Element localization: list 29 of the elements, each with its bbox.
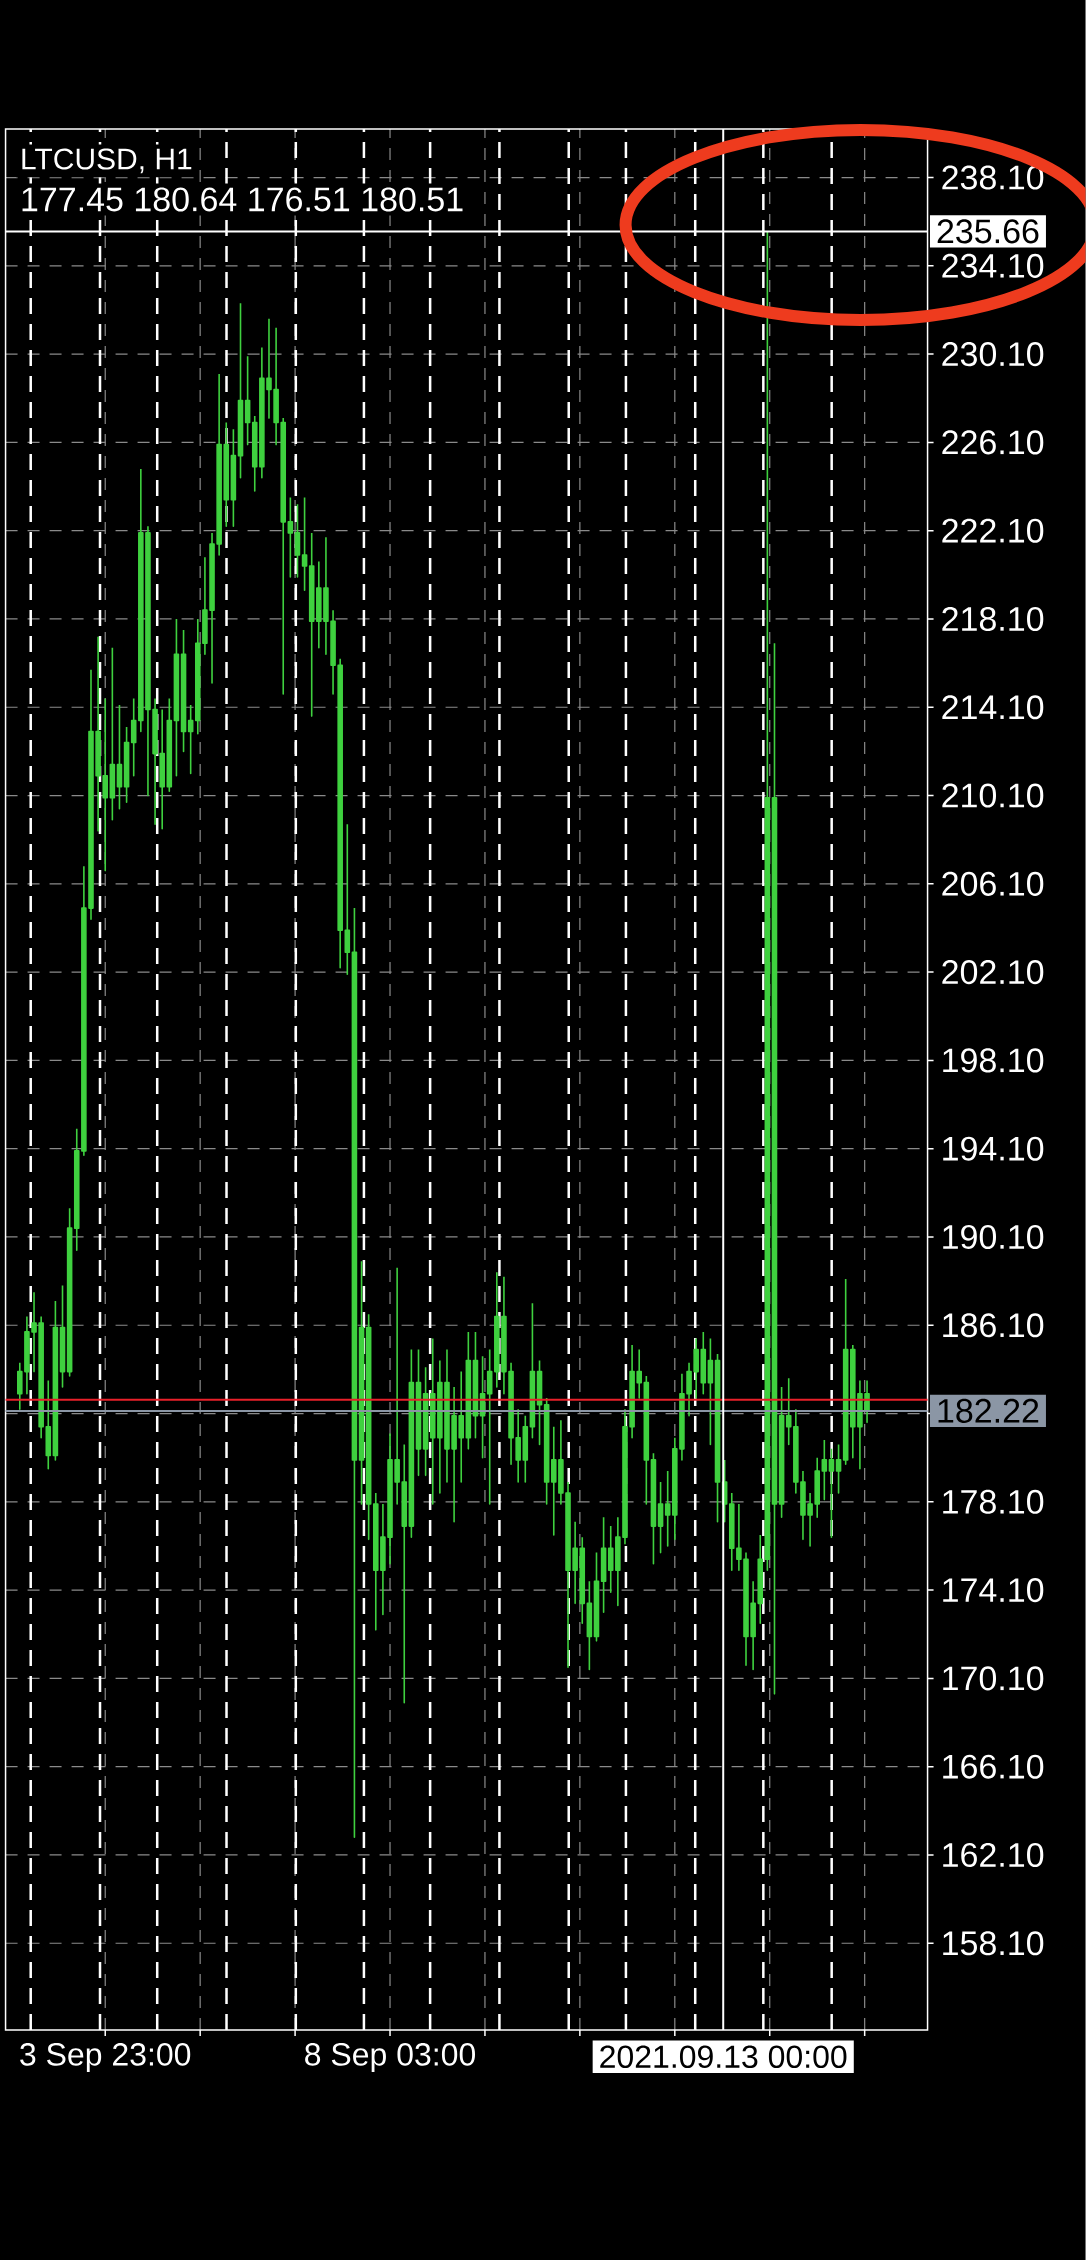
y-tick-label: 222.10 [942,518,1044,543]
y-tick-label: 190.10 [943,1224,1044,1250]
y-tick-label: 234.10 [942,253,1044,278]
y-tick-label: 202.10 [942,960,1044,985]
y-tick-label: 238.10 [942,165,1044,190]
text: 177.45 180.64 176.51 180.51 [22,187,463,212]
x-tick-label: 8 Sep 03:00 [305,2043,476,2073]
y-tick-label: 166.10 [943,1754,1044,1779]
y-tick-label: 218.10 [942,606,1044,632]
y-tick-label: 186.10 [943,1313,1044,1338]
candlestick [487,1348,493,1505]
ref-line-label: 2021.09.13 00:00 [600,2045,847,2069]
y-tick-label: 194.10 [943,1136,1044,1161]
y-tick-label: 178.10 [943,1489,1044,1514]
y-tick-label: 230.10 [942,342,1044,367]
y-tick-label: 226.10 [942,430,1044,455]
text: LTCUSD, H1 [22,148,192,174]
y-tick-label: 206.10 [942,871,1044,896]
x-tick-label: 3 Sep 23:00 [20,2043,191,2073]
ref-line-label: 235.66 [937,219,1039,244]
ref-line-label: 182.22 [938,1398,1039,1423]
y-tick-label: 174.10 [943,1578,1044,1603]
y-tick-label: 214.10 [942,695,1044,720]
y-tick-label: 210.10 [942,783,1044,808]
y-tick-label: 162.10 [943,1842,1044,1868]
y-tick-label: 198.10 [943,1048,1044,1073]
candlestick [45,1379,52,1470]
y-tick-label: 170.10 [943,1666,1044,1691]
y-tick-label: 158.10 [943,1931,1044,1956]
